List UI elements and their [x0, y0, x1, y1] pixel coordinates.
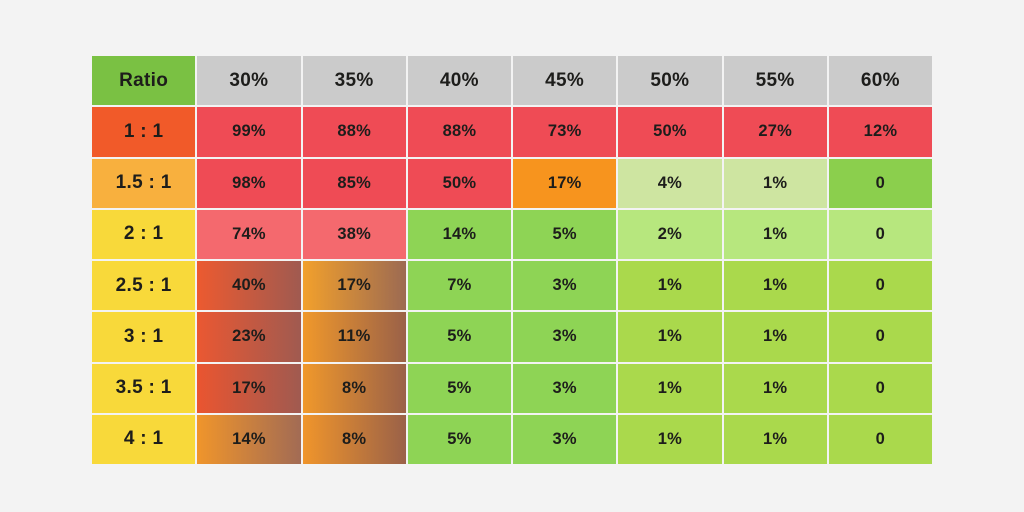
value-cell-r4-c4: 1%	[618, 312, 722, 362]
value-cell-r5-c6: 0	[828, 363, 932, 413]
value-cell-r3-c3: 3%	[513, 261, 617, 311]
value-cell-r3-c5: 1%	[723, 261, 827, 311]
value-cell-r0-c3: 73%	[513, 107, 617, 157]
value-cell-r1-c1: 85%	[302, 158, 406, 208]
row-label-6: 4 : 1	[92, 414, 196, 464]
value-cell-r5-c0: 17%	[197, 363, 301, 413]
row-label-4: 3 : 1	[92, 312, 196, 362]
value-cell-r6-c4: 1%	[618, 414, 722, 464]
column-header-50: 50%	[618, 56, 722, 106]
value-cell-r1-c3: 17%	[513, 158, 617, 208]
value-cell-r2-c2: 14%	[407, 209, 511, 259]
column-header-45: 45%	[513, 56, 617, 106]
value-cell-r6-c5: 1%	[723, 414, 827, 464]
value-cell-r0-c0: 99%	[197, 107, 301, 157]
value-cell-r5-c2: 5%	[407, 363, 511, 413]
value-cell-r1-c4: 4%	[618, 158, 722, 208]
value-cell-r0-c1: 88%	[302, 107, 406, 157]
value-cell-r6-c6: 0	[828, 414, 932, 464]
column-header-30: 30%	[197, 56, 301, 106]
value-cell-r0-c6: 12%	[828, 107, 932, 157]
value-cell-r6-c3: 3%	[513, 414, 617, 464]
value-cell-r3-c0: 40%	[197, 261, 301, 311]
value-cell-r2-c1: 38%	[302, 209, 406, 259]
row-label-1: 1.5 : 1	[92, 158, 196, 208]
value-cell-r4-c6: 0	[828, 312, 932, 362]
row-label-3: 2.5 : 1	[92, 261, 196, 311]
corner-header-ratio: Ratio	[92, 56, 196, 106]
value-cell-r6-c0: 14%	[197, 414, 301, 464]
row-label-5: 3.5 : 1	[92, 363, 196, 413]
value-cell-r2-c6: 0	[828, 209, 932, 259]
value-cell-r5-c5: 1%	[723, 363, 827, 413]
value-cell-r1-c0: 98%	[197, 158, 301, 208]
value-cell-r4-c1: 11%	[302, 312, 406, 362]
value-cell-r1-c5: 1%	[723, 158, 827, 208]
heatmap-table: Ratio 30% 35% 40% 45% 50% 55% 60% 1 : 1 99% 88% 88%…	[92, 56, 932, 464]
value-cell-r2-c3: 5%	[513, 209, 617, 259]
value-cell-r4-c3: 3%	[513, 312, 617, 362]
value-cell-r6-c1: 8%	[302, 414, 406, 464]
value-cell-r5-c1: 8%	[302, 363, 406, 413]
value-cell-r4-c0: 23%	[197, 312, 301, 362]
value-cell-r3-c2: 7%	[407, 261, 511, 311]
value-cell-r2-c4: 2%	[618, 209, 722, 259]
column-header-35: 35%	[302, 56, 406, 106]
value-cell-r0-c5: 27%	[723, 107, 827, 157]
row-label-0: 1 : 1	[92, 107, 196, 157]
value-cell-r3-c1: 17%	[302, 261, 406, 311]
value-cell-r4-c5: 1%	[723, 312, 827, 362]
value-cell-r3-c4: 1%	[618, 261, 722, 311]
value-cell-r2-c5: 1%	[723, 209, 827, 259]
value-cell-r3-c6: 0	[828, 261, 932, 311]
value-cell-r4-c2: 5%	[407, 312, 511, 362]
column-header-40: 40%	[407, 56, 511, 106]
row-label-2: 2 : 1	[92, 209, 196, 259]
column-header-55: 55%	[723, 56, 827, 106]
value-cell-r2-c0: 74%	[197, 209, 301, 259]
value-cell-r5-c4: 1%	[618, 363, 722, 413]
value-cell-r0-c4: 50%	[618, 107, 722, 157]
value-cell-r1-c2: 50%	[407, 158, 511, 208]
value-cell-r1-c6: 0	[828, 158, 932, 208]
column-header-60: 60%	[828, 56, 932, 106]
value-cell-r6-c2: 5%	[407, 414, 511, 464]
value-cell-r0-c2: 88%	[407, 107, 511, 157]
value-cell-r5-c3: 3%	[513, 363, 617, 413]
